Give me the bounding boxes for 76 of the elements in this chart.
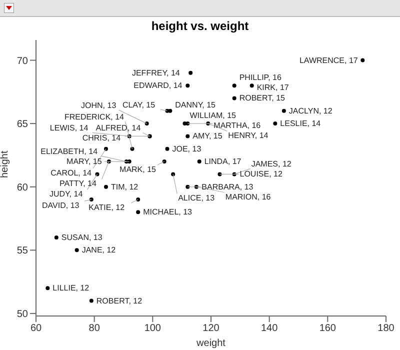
annotation: ROBERT, 15 [239, 94, 286, 103]
annotation: LAWRENCE, 17 [299, 56, 358, 65]
point [197, 160, 202, 164]
annotation: JUDY, 14 [49, 190, 84, 199]
annotation: FREDERICK, 14 [64, 112, 125, 122]
x-tick-label: 60 [30, 323, 42, 334]
annotation: JOHN, 13 [81, 101, 117, 110]
annotation: JANE, 12 [82, 246, 116, 255]
annotation: LOUISE, 12 [240, 170, 283, 179]
y-tick-label: 60 [16, 182, 28, 194]
annotation: PATTY, 14 [60, 179, 97, 188]
annotation: BARBARA, 13 [202, 182, 254, 192]
annotation: LILLIE, 12 [52, 284, 90, 293]
point [136, 210, 140, 214]
annotation: MICHAEL, 13 [143, 208, 193, 217]
annotation: CHRIS, 14 [82, 134, 122, 143]
annotation: JACLYN, 12 [288, 106, 333, 116]
point [165, 146, 170, 151]
annotation: WILLIAM, 15 [190, 111, 237, 120]
y-tick-label: 65 [16, 119, 28, 130]
annotation: CAROL, 14 [50, 168, 92, 178]
point [186, 184, 190, 189]
x-tick-label: 160 [319, 323, 336, 334]
annotation: JAMES, 12 [251, 160, 292, 169]
x-axis-title: weight [196, 338, 226, 349]
annotation: JOE, 13 [172, 144, 202, 154]
point [104, 184, 108, 189]
annotation: HENRY, 14 [228, 131, 269, 140]
y-tick-label: 55 [16, 246, 28, 257]
point [282, 108, 286, 113]
x-tick-label: 140 [260, 323, 278, 334]
point [360, 58, 365, 62]
annotation: MARY, 15 [66, 157, 102, 166]
y-axis-title: height [0, 150, 11, 178]
point [74, 248, 79, 252]
y-tick-label: 50 [16, 309, 28, 320]
point [250, 84, 254, 88]
annotation: LINDA, 17 [204, 157, 242, 166]
point [46, 286, 50, 290]
annotation: LEWIS, 14 [50, 124, 89, 133]
annotation: JEFFREY, 14 [132, 68, 180, 78]
annotation: KIRK, 17 [256, 83, 290, 92]
point [186, 134, 190, 138]
y-tick-label: 70 [16, 56, 28, 67]
point [171, 172, 176, 176]
annotation: ROBERT, 12 [96, 296, 143, 306]
point [168, 108, 172, 113]
annotation: KATIE, 12 [88, 203, 126, 212]
x-tick-label: 180 [378, 323, 395, 334]
annotation: DAVID, 13 [42, 201, 80, 210]
annotation: MARK, 15 [120, 165, 157, 174]
annotation: ALFRED, 14 [96, 124, 142, 133]
annotation: MARION, 16 [225, 192, 272, 202]
point [54, 236, 58, 240]
x-tick-label: 120 [202, 323, 220, 334]
annotation: PHILLIP, 16 [239, 73, 282, 82]
annotation: DANNY, 15 [175, 100, 216, 110]
annotation: AMY, 15 [192, 132, 223, 141]
point [232, 96, 236, 100]
point [89, 298, 94, 303]
annotation: ALICE, 13 [178, 194, 216, 203]
annotation: SUSAN, 13 [61, 233, 103, 242]
annotation: MARTHA, 16 [214, 121, 262, 130]
x-tick-label: 100 [144, 323, 162, 334]
annotation: CLAY, 15 [122, 100, 156, 110]
annotation: LESLIE, 14 [280, 119, 322, 128]
annotation: TIM, 12 [111, 182, 139, 192]
x-tick-label: 80 [88, 323, 100, 334]
point [232, 84, 236, 88]
annotation: EDWARD, 14 [134, 81, 183, 90]
chart-title: height vs. weight [150, 19, 250, 34]
point [273, 122, 278, 126]
point [188, 70, 193, 75]
point [186, 84, 190, 88]
annotation: ELIZABETH, 14 [40, 147, 98, 156]
point [218, 172, 222, 176]
